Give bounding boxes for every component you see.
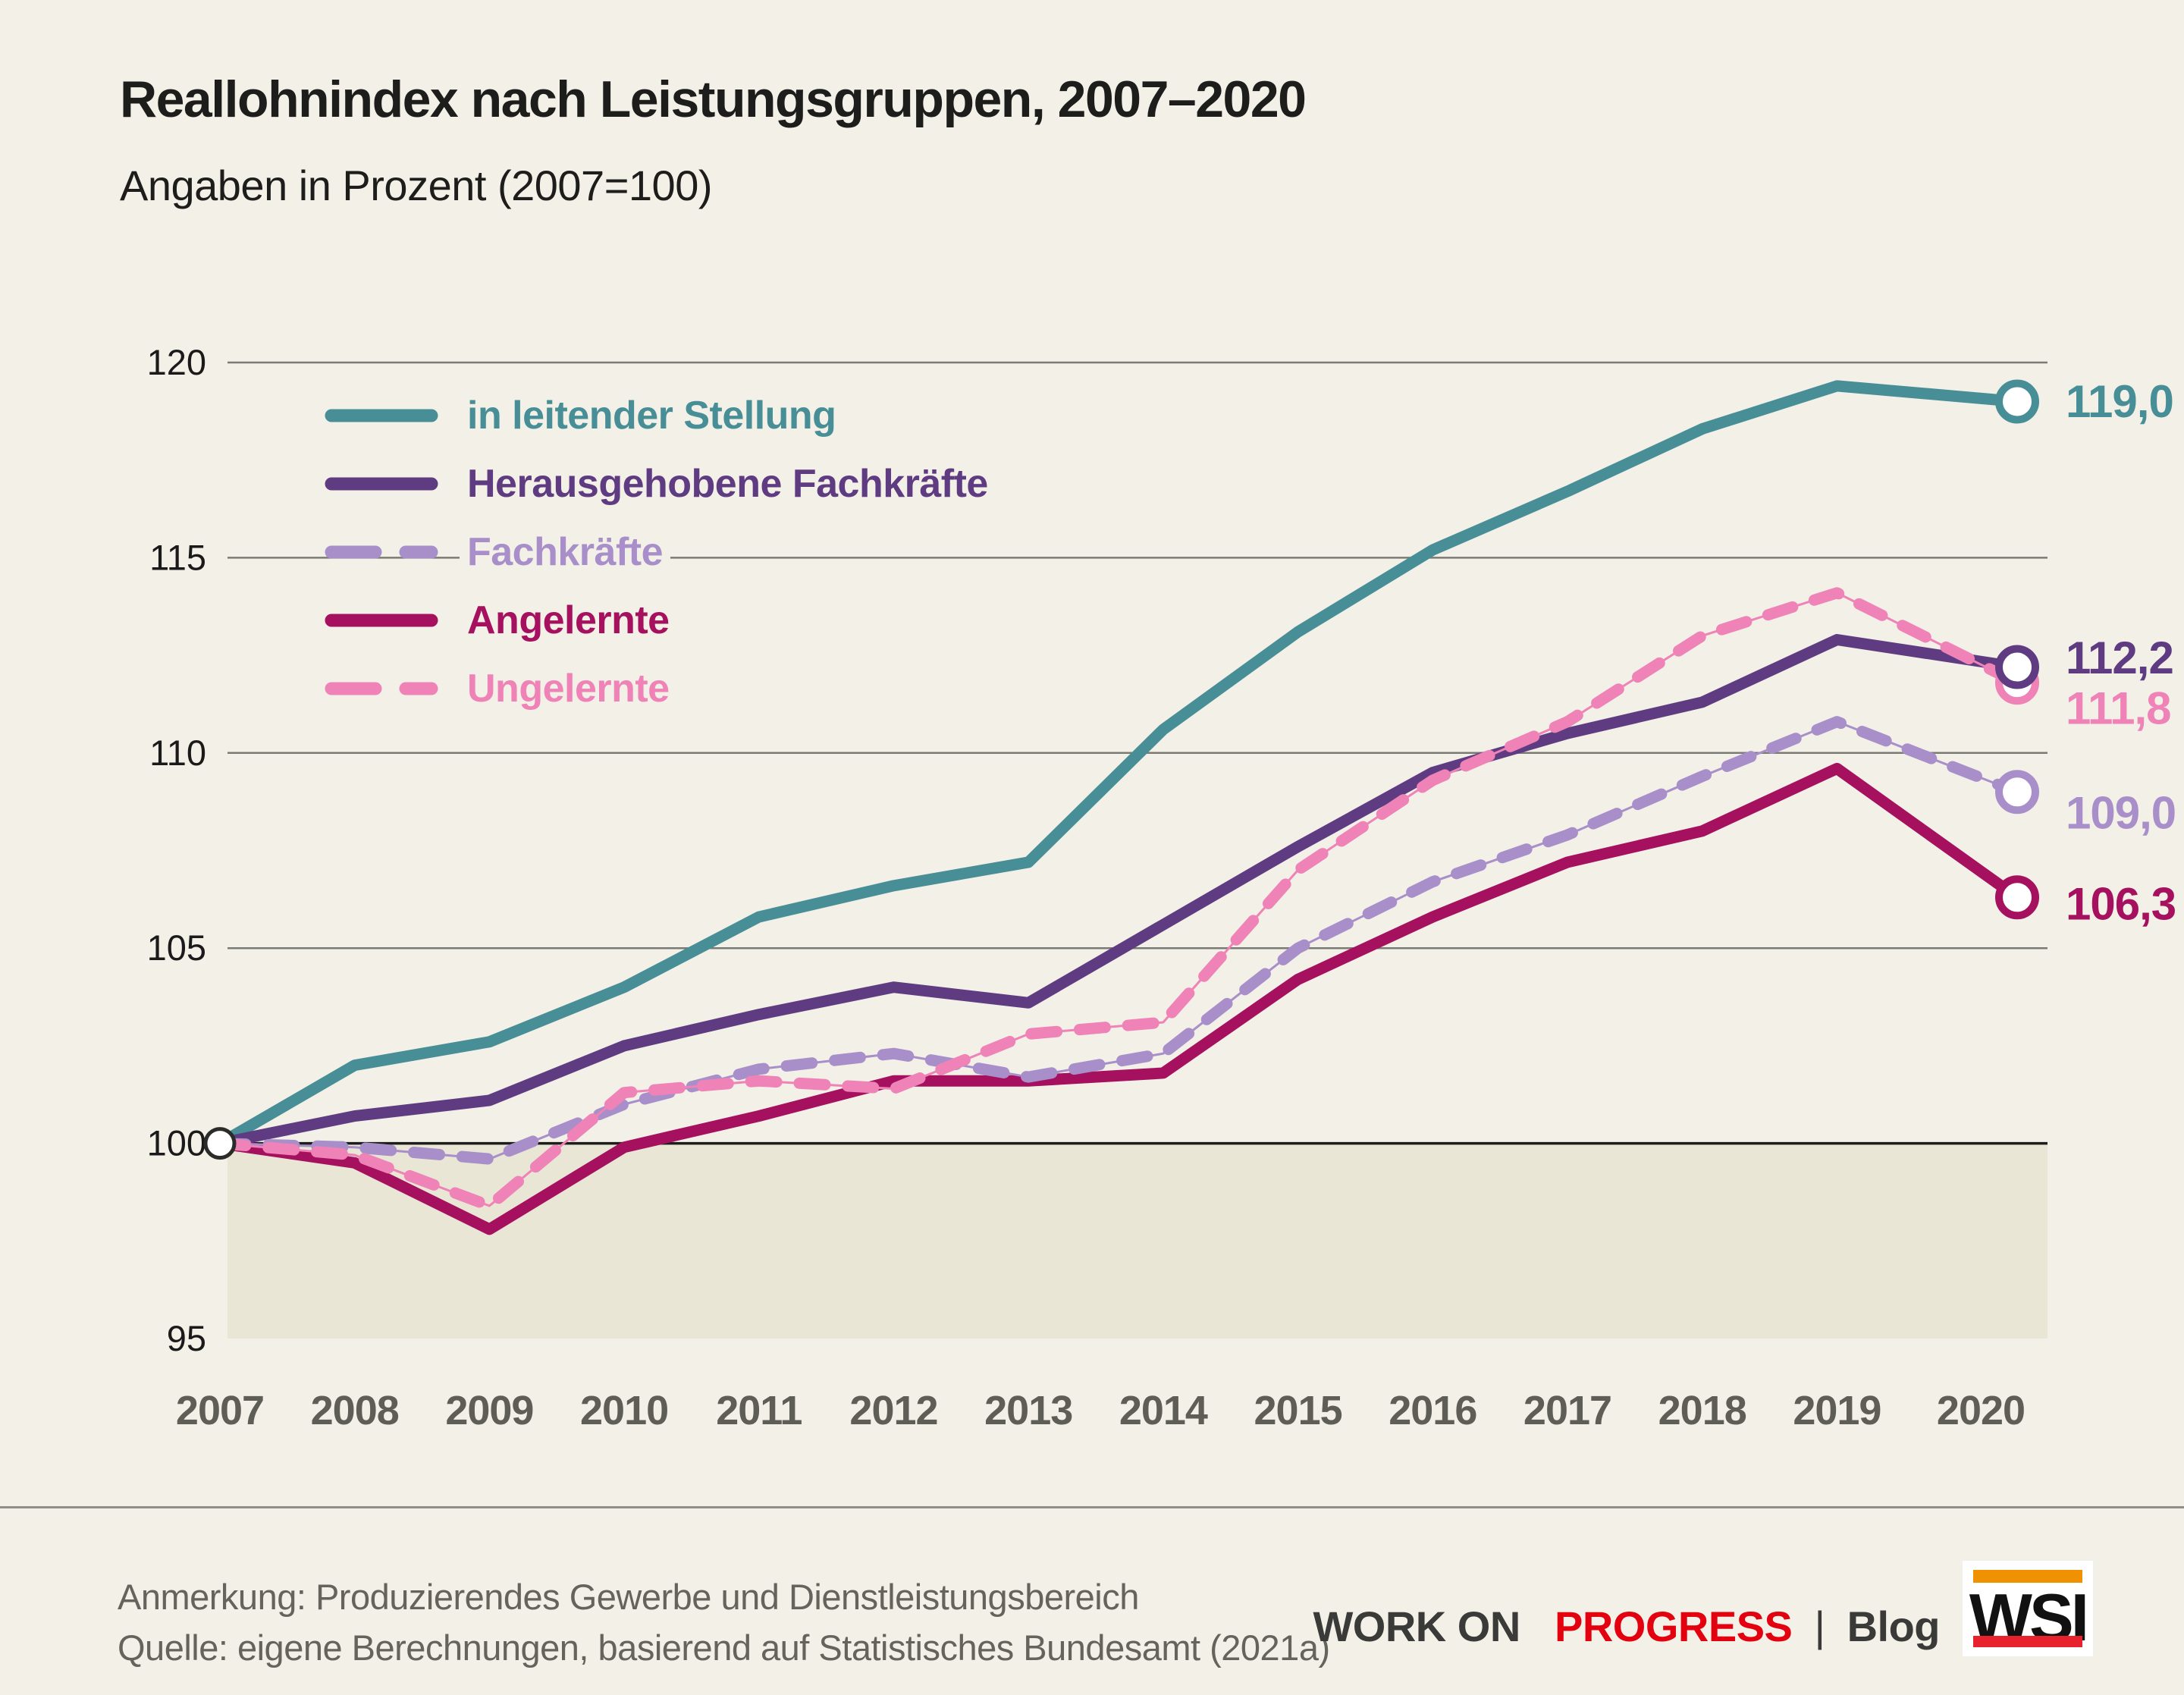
page-subtitle: Angaben in Prozent (2007=100)	[120, 162, 712, 209]
x-tick-label-2019: 2019	[1793, 1388, 1881, 1433]
series-hairline-2	[219, 720, 2018, 1160]
branding-work-on: WORK ON	[1313, 1602, 1520, 1650]
x-tick-label-2013: 2013	[984, 1388, 1072, 1433]
legend-swatch-icon-0	[325, 409, 438, 422]
branding-progress: PROGRESS	[1555, 1602, 1793, 1650]
branding-blog: Blog	[1847, 1602, 1941, 1650]
x-tick-label-2009: 2009	[445, 1388, 533, 1433]
end-value-label-1: 112,2	[2066, 632, 2173, 683]
x-tick-label-2016: 2016	[1389, 1388, 1476, 1433]
chart-legend: in leitender Stellung Herausgehobene Fach…	[325, 381, 1007, 723]
end-marker-3	[1995, 875, 2039, 920]
legend-label-1: Herausgehobene Fachkräfte	[460, 461, 996, 507]
shaded-band-below-100	[228, 1143, 2048, 1339]
legend-item-4: Ungelernte	[325, 654, 1007, 723]
x-tick-label-2015: 2015	[1254, 1388, 1342, 1433]
series-line-fachkr-fte	[214, 716, 2023, 1165]
end-marker-0	[1995, 379, 2039, 424]
legend-item-3: Angelernte	[325, 586, 1007, 654]
page-title: Reallohnindex nach Leistungsgruppen, 200…	[120, 71, 1307, 128]
branding-pipe: |	[1814, 1602, 1825, 1650]
x-tick-label-2007: 2007	[176, 1388, 264, 1433]
footer-note: Anmerkung: Produzierendes Gewerbe und Di…	[118, 1577, 1139, 1617]
y-tick-label-95: 95	[167, 1318, 206, 1358]
x-tick-label-2014: 2014	[1119, 1388, 1208, 1433]
x-tick-label-2018: 2018	[1658, 1388, 1746, 1433]
y-tick-label-100: 100	[147, 1123, 206, 1163]
footer-source: Quelle: eigene Berechnungen, basierend a…	[118, 1628, 1330, 1668]
legend-label-4: Ungelernte	[460, 666, 677, 711]
y-tick-label-115: 115	[149, 537, 206, 577]
legend-swatch-icon-1	[325, 477, 438, 491]
x-tick-label-2012: 2012	[849, 1388, 937, 1433]
wsi-logo: WSI	[1963, 1561, 2093, 1656]
series-line-ungelernte	[214, 587, 2023, 1212]
legend-swatch-icon-2	[325, 545, 438, 559]
x-tick-label-2008: 2008	[311, 1388, 399, 1433]
legend-item-2: Fachkräfte	[325, 518, 1007, 586]
y-tick-label-120: 120	[147, 342, 206, 382]
end-value-label-2: 109,0	[2066, 788, 2176, 839]
x-tick-label-2010: 2010	[580, 1388, 668, 1433]
legend-label-0: in leitender Stellung	[460, 393, 844, 438]
x-tick-label-2020: 2020	[1937, 1388, 2025, 1433]
start-marker-2007	[203, 1127, 237, 1160]
wsi-logo-orange-bar	[1973, 1570, 2082, 1583]
blog-branding: WORK ON PROGRESS | Blog	[1313, 1602, 1940, 1651]
legend-label-2: Fachkräfte	[460, 529, 670, 575]
end-value-label-4: 111,8	[2066, 683, 2171, 734]
series-line-in-leitender-stellung	[214, 380, 2023, 1150]
legend-item-0: in leitender Stellung	[325, 381, 1007, 450]
series-line-herausgehobene-fachkr-fte	[214, 634, 2023, 1150]
legend-swatch-icon-4	[325, 682, 438, 695]
end-value-label-3: 106,3	[2066, 879, 2176, 930]
x-tick-label-2011: 2011	[716, 1388, 802, 1433]
end-marker-1	[1995, 645, 2039, 689]
end-value-label-0: 119,0	[2066, 376, 2173, 427]
footer-divider	[0, 1506, 2184, 1508]
y-tick-label-105: 105	[147, 928, 206, 968]
wsi-logo-red-bar	[1973, 1636, 2082, 1647]
legend-label-3: Angelernte	[460, 598, 677, 643]
y-tick-label-110: 110	[149, 733, 206, 773]
legend-swatch-icon-3	[325, 614, 438, 627]
end-marker-2	[1995, 770, 2039, 815]
series-line-angelernte	[214, 762, 2023, 1235]
legend-item-1: Herausgehobene Fachkräfte	[325, 450, 1007, 518]
x-tick-label-2017: 2017	[1523, 1388, 1611, 1433]
